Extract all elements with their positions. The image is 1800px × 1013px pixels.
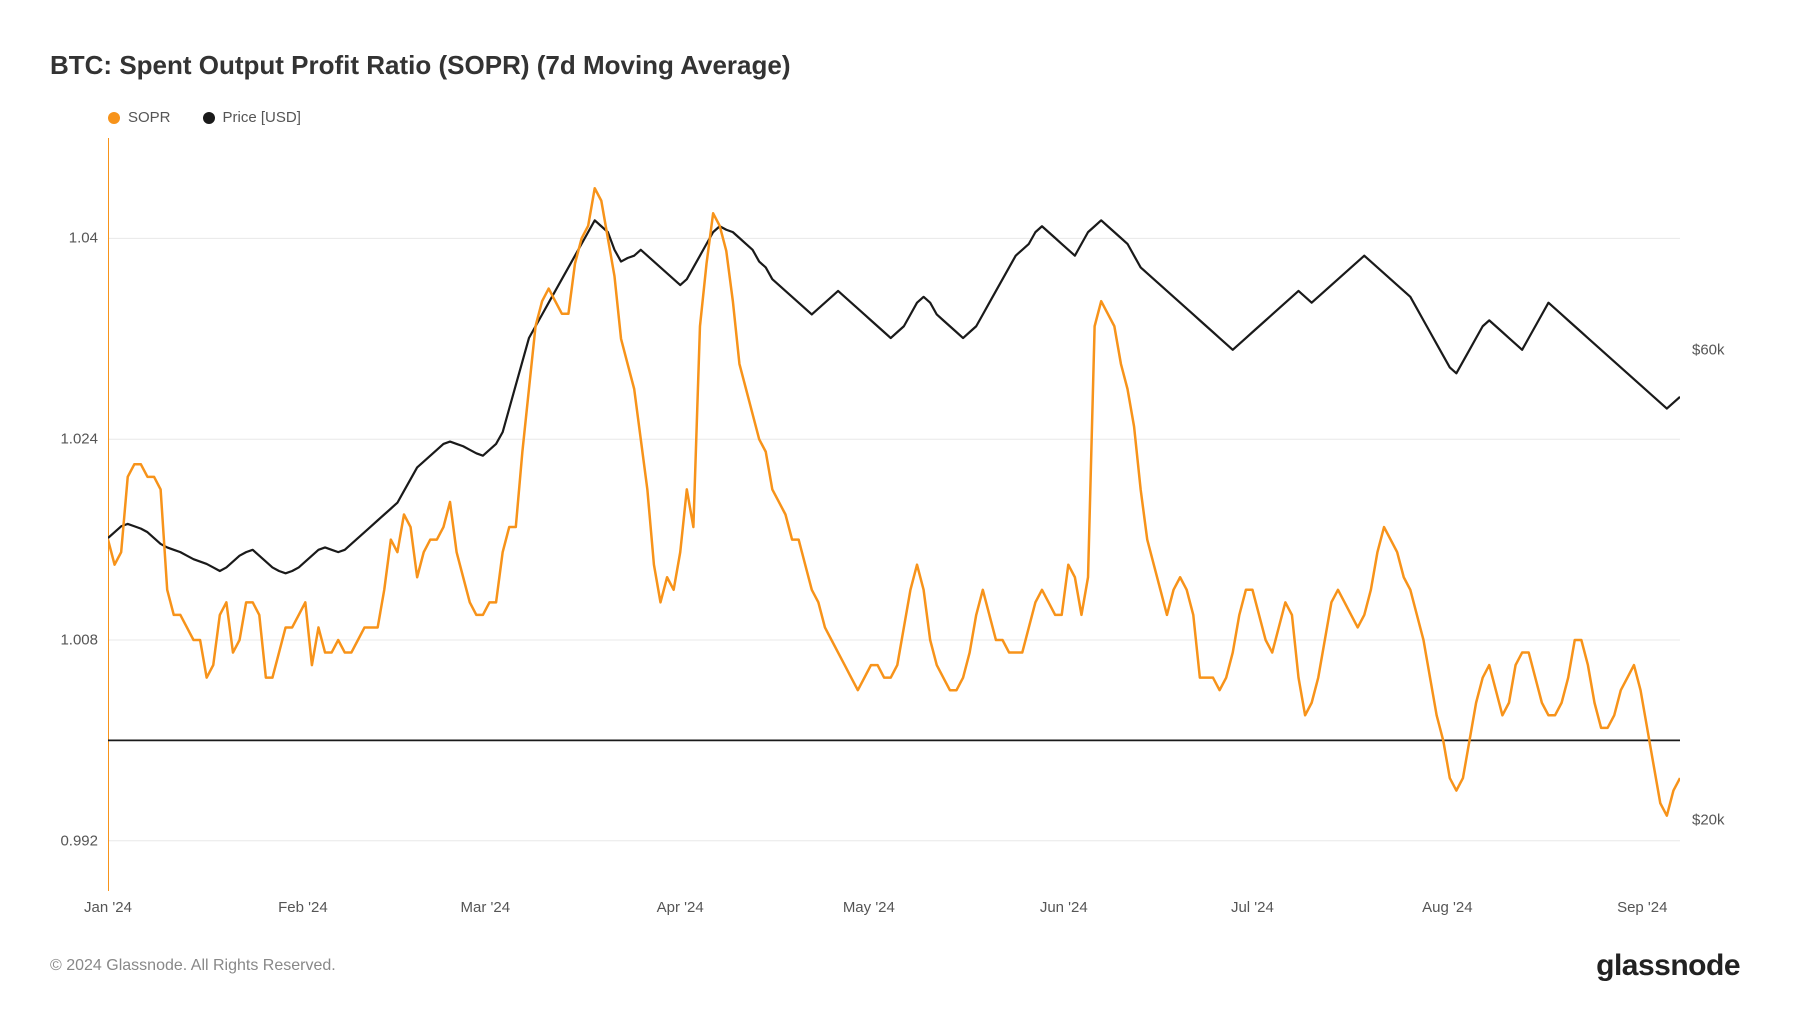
x-tick: Mar '24 bbox=[460, 899, 510, 916]
y-tick-right: $60k bbox=[1692, 341, 1725, 358]
legend-item-price: Price [USD] bbox=[203, 109, 301, 126]
x-tick: Jul '24 bbox=[1231, 899, 1274, 916]
chart-title: BTC: Spent Output Profit Ratio (SOPR) (7… bbox=[50, 50, 1740, 81]
x-tick: Apr '24 bbox=[657, 899, 704, 916]
x-tick: Feb '24 bbox=[278, 899, 328, 916]
legend: SOPR Price [USD] bbox=[108, 109, 1740, 126]
y-tick-right: $20k bbox=[1692, 812, 1725, 829]
y-tick-left: 1.04 bbox=[69, 230, 98, 247]
chart-area: 0.9921.0081.0241.04 $20k$60k Jan '24Feb … bbox=[108, 138, 1680, 921]
x-tick: Aug '24 bbox=[1422, 899, 1472, 916]
x-tick: May '24 bbox=[843, 899, 895, 916]
y-tick-left: 1.008 bbox=[60, 632, 98, 649]
x-tick: Jun '24 bbox=[1040, 899, 1088, 916]
x-tick: Sep '24 bbox=[1617, 899, 1667, 916]
legend-label-price: Price [USD] bbox=[223, 109, 301, 126]
copyright: © 2024 Glassnode. All Rights Reserved. bbox=[50, 957, 336, 975]
x-tick: Jan '24 bbox=[84, 899, 132, 916]
footer: © 2024 Glassnode. All Rights Reserved. g… bbox=[50, 949, 1740, 983]
x-axis: Jan '24Feb '24Mar '24Apr '24May '24Jun '… bbox=[108, 891, 1680, 921]
y-tick-left: 0.992 bbox=[60, 832, 98, 849]
brand-logo: glassnode bbox=[1596, 949, 1740, 983]
y-tick-left: 1.024 bbox=[60, 431, 98, 448]
plot-area bbox=[108, 138, 1680, 891]
legend-label-sopr: SOPR bbox=[128, 109, 171, 126]
legend-dot-sopr bbox=[108, 112, 120, 124]
y-axis-right: $20k $60k bbox=[1684, 138, 1740, 891]
y-axis-left: 0.992 1.008 1.024 1.04 bbox=[50, 138, 104, 891]
legend-item-sopr: SOPR bbox=[108, 109, 171, 126]
legend-dot-price bbox=[203, 112, 215, 124]
